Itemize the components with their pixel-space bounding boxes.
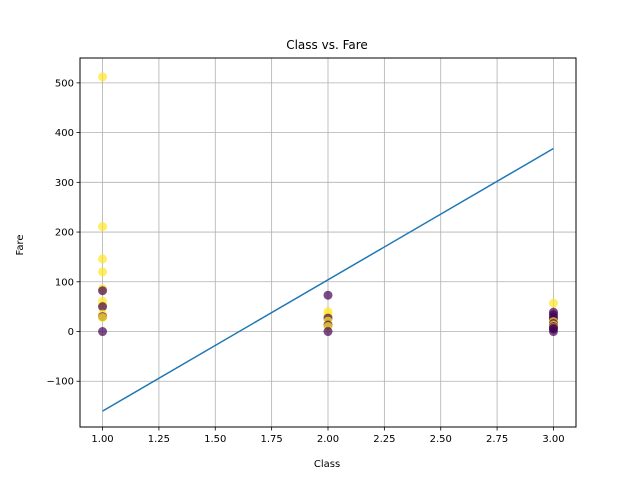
y-axis-ticks: −100 0 100 200 300 400 500 [47, 78, 80, 388]
y-tick-label: 300 [55, 178, 74, 189]
x-tick-label: 1.25 [148, 434, 170, 445]
scatter-points [98, 72, 558, 337]
y-tick-label: 200 [55, 228, 74, 239]
x-tick-label: 2.75 [486, 434, 508, 445]
regression-line [102, 147, 554, 412]
scatter-point [98, 222, 108, 232]
scatter-point [98, 302, 108, 312]
scatter-point [548, 327, 558, 337]
x-tick-label: 2.00 [317, 434, 339, 445]
x-tick-label: 1.50 [204, 434, 226, 445]
chart-title: Class vs. Fare [286, 38, 368, 52]
scatter-point [98, 286, 108, 296]
y-tick-label: 0 [68, 327, 74, 338]
x-tick-label: 2.25 [373, 434, 395, 445]
y-tick-label: −100 [47, 377, 74, 388]
scatter-point [98, 72, 108, 82]
y-tick-label: 400 [55, 128, 74, 139]
x-tick-label: 1.75 [261, 434, 283, 445]
y-axis-label: Fare [15, 234, 26, 255]
regression-line-group [102, 147, 554, 412]
scatter-point [98, 313, 108, 323]
scatter-point [98, 254, 108, 264]
scatter-point [323, 290, 333, 300]
scatter-point [548, 298, 558, 308]
scatter-point [323, 327, 333, 337]
y-tick-label: 500 [55, 78, 74, 89]
x-tick-label: 2.50 [430, 434, 452, 445]
y-tick-label: 100 [55, 277, 74, 288]
x-tick-label: 1.00 [91, 434, 113, 445]
x-axis-label: Class [314, 459, 340, 470]
x-tick-label: 3.00 [542, 434, 564, 445]
scatter-point [98, 327, 108, 337]
x-axis-ticks: 1.00 1.25 1.50 1.75 2.00 2.25 2.50 2.75 3.00 [91, 427, 565, 445]
scatter-point [98, 267, 108, 277]
